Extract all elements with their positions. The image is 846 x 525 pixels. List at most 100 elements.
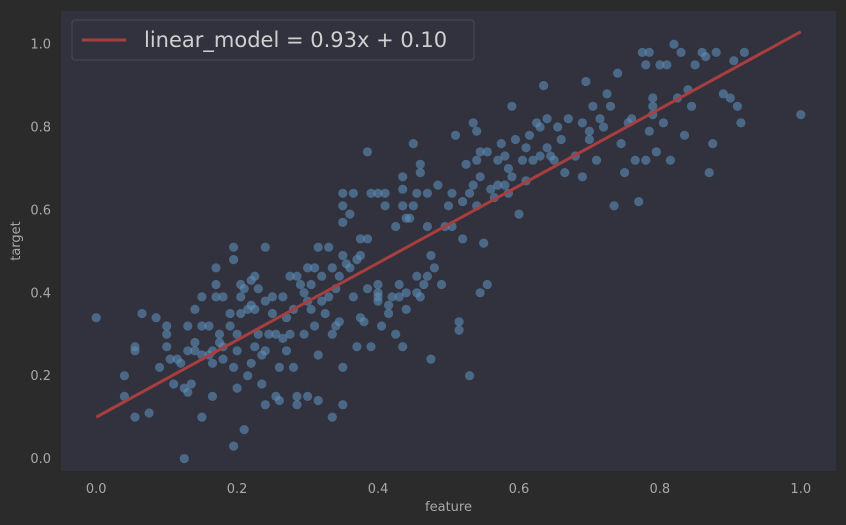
data-point: [211, 292, 221, 302]
data-point: [204, 321, 214, 331]
data-point: [197, 412, 207, 422]
data-point: [472, 155, 482, 165]
data-point: [458, 197, 468, 207]
data-point: [355, 250, 365, 261]
data-point: [598, 122, 609, 132]
data-point: [253, 284, 263, 294]
data-point: [334, 317, 344, 327]
data-point: [303, 263, 313, 273]
data-point: [482, 279, 492, 290]
data-point: [229, 362, 239, 372]
data-point: [422, 188, 432, 198]
data-point: [362, 234, 373, 244]
data-point: [648, 93, 658, 103]
data-point: [454, 325, 464, 335]
data-point: [130, 412, 140, 422]
data-point: [436, 279, 447, 290]
data-point: [637, 47, 647, 58]
data-point: [214, 329, 225, 339]
data-point: [584, 126, 595, 136]
data-point: [398, 172, 408, 182]
data-point: [253, 329, 263, 339]
data-point: [313, 395, 323, 406]
data-point: [514, 209, 524, 219]
data-point: [602, 89, 612, 99]
data-point: [338, 362, 348, 372]
data-point: [479, 238, 489, 248]
data-point: [373, 296, 383, 306]
data-point: [408, 201, 418, 211]
data-point: [366, 188, 376, 198]
data-point: [169, 379, 179, 389]
data-point: [229, 441, 239, 451]
data-point: [584, 134, 595, 145]
data-point: [521, 143, 531, 153]
data-point: [338, 217, 348, 227]
y-tick-label: 1.0: [30, 38, 51, 53]
data-point: [310, 263, 320, 273]
data-point: [644, 126, 654, 136]
data-point: [306, 279, 316, 290]
data-point: [503, 163, 513, 174]
data-point: [398, 342, 408, 352]
data-point: [507, 172, 517, 182]
data-point: [405, 213, 415, 223]
data-point: [278, 333, 288, 343]
data-point: [560, 168, 570, 178]
data-point: [359, 317, 369, 327]
data-point: [433, 180, 443, 190]
data-point: [690, 60, 700, 70]
data-point: [676, 47, 686, 58]
data-point: [398, 184, 408, 194]
data-point: [609, 201, 619, 211]
data-point: [317, 271, 327, 281]
data-point: [380, 188, 390, 198]
data-point: [408, 139, 418, 149]
x-tick-label: 0.6: [509, 482, 530, 497]
data-point: [581, 76, 591, 87]
data-point: [327, 329, 337, 339]
data-point: [338, 201, 348, 211]
y-axis-label: target: [9, 221, 24, 261]
data-point: [229, 255, 239, 265]
data-point: [271, 329, 281, 339]
data-point: [303, 391, 313, 401]
data-point: [327, 263, 337, 273]
data-point: [736, 118, 746, 128]
data-point: [461, 159, 471, 169]
data-point: [447, 188, 457, 198]
data-point: [324, 242, 334, 252]
data-point: [443, 201, 454, 211]
data-point: [285, 329, 295, 339]
data-point: [310, 321, 320, 331]
data-point: [197, 321, 207, 331]
data-point: [352, 342, 362, 352]
data-point: [260, 400, 270, 410]
data-point: [362, 147, 373, 157]
plot-area: [61, 11, 836, 471]
data-point: [591, 155, 602, 165]
data-point: [577, 118, 588, 128]
data-point: [577, 172, 588, 182]
data-point: [225, 321, 235, 331]
x-tick-label: 0.8: [650, 482, 671, 497]
data-point: [708, 139, 718, 149]
data-point: [162, 342, 172, 352]
data-point: [348, 188, 358, 198]
data-point: [528, 155, 538, 165]
data-point: [334, 271, 344, 281]
data-point: [362, 284, 373, 294]
data-point: [260, 242, 270, 252]
data-point: [718, 89, 728, 99]
data-point: [524, 130, 535, 140]
data-point: [711, 47, 721, 58]
legend-entry-label: linear_model = 0.93x + 0.10: [144, 28, 447, 53]
data-point: [468, 180, 478, 190]
data-point: [299, 329, 309, 339]
y-tick-label: 0.8: [30, 121, 51, 136]
data-point: [229, 242, 239, 252]
data-point: [186, 379, 196, 389]
data-point: [257, 379, 267, 389]
data-point: [450, 130, 461, 140]
x-tick-label: 0.4: [368, 482, 389, 497]
